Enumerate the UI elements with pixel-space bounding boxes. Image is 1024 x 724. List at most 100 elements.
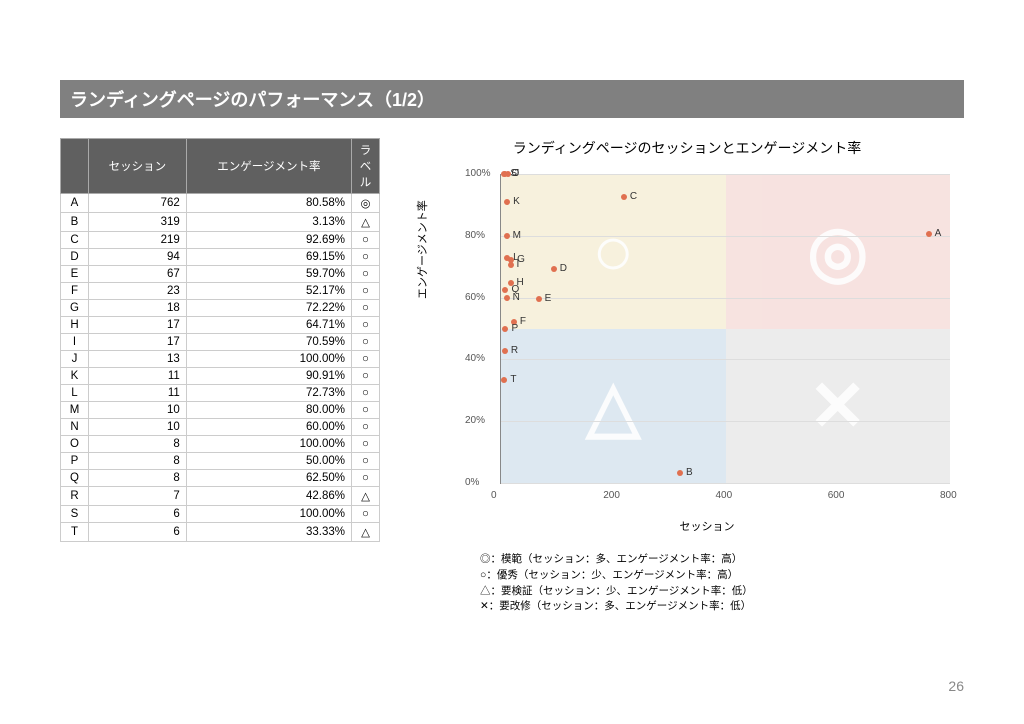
cell-sessions: 8 [89, 470, 187, 487]
cross-icon: ✕ [808, 365, 867, 447]
plot-box: ○ ◎ △ ✕ 0%20%40%60%80%100%0200400600800A… [500, 174, 950, 484]
scatter-point [501, 171, 507, 177]
table-row: O8100.00%○ [61, 436, 380, 453]
row-label: D [61, 249, 89, 266]
data-table: セッション エンゲージメント率 ラベル A76280.58%◎B3193.13%… [60, 138, 380, 542]
page-title: ランディングページのパフォーマンス（1/2） [60, 80, 964, 118]
cell-symbol: ○ [352, 266, 380, 283]
cell-engagement: 3.13% [186, 213, 351, 232]
cell-sessions: 94 [89, 249, 187, 266]
y-tick: 0% [465, 477, 479, 488]
cell-engagement: 60.00% [186, 419, 351, 436]
row-label: P [61, 453, 89, 470]
cell-engagement: 72.22% [186, 300, 351, 317]
y-tick: 100% [465, 168, 491, 179]
cell-symbol: ○ [352, 385, 380, 402]
table-row: J13100.00%○ [61, 351, 380, 368]
scatter-point [504, 199, 510, 205]
row-label: N [61, 419, 89, 436]
plot-area: エンゲージメント率 ○ ◎ △ ✕ 0%20%40%60%80%100%0200… [460, 164, 950, 514]
scatter-point [504, 255, 510, 261]
point-label: P [511, 323, 518, 334]
row-label: J [61, 351, 89, 368]
row-label: I [61, 334, 89, 351]
scatter-point [536, 296, 542, 302]
cell-symbol: ○ [352, 419, 380, 436]
th-label: ラベル [352, 139, 380, 194]
point-label: Q [511, 284, 519, 295]
th-sessions: セッション [89, 139, 187, 194]
table-row: N1060.00%○ [61, 419, 380, 436]
scatter-point [621, 194, 627, 200]
point-label: E [545, 293, 552, 304]
table-row: H1764.71%○ [61, 317, 380, 334]
cell-engagement: 80.00% [186, 402, 351, 419]
row-label: F [61, 283, 89, 300]
th-engagement: エンゲージメント率 [186, 139, 351, 194]
row-label: A [61, 194, 89, 213]
row-label: B [61, 213, 89, 232]
cell-symbol: ○ [352, 402, 380, 419]
legend-line: ○：優秀（セッション：少、エンゲージメント率：高） [480, 568, 964, 584]
cell-sessions: 319 [89, 213, 187, 232]
point-label: A [935, 228, 942, 239]
cell-symbol: ○ [352, 283, 380, 300]
chart-legend: ◎：模範（セッション：多、エンゲージメント率：高）○：優秀（セッション：少、エン… [480, 552, 964, 615]
cell-sessions: 7 [89, 487, 187, 506]
cell-sessions: 13 [89, 351, 187, 368]
quadrant-bottom-left: △ [501, 329, 726, 484]
cell-engagement: 69.15% [186, 249, 351, 266]
y-tick: 60% [465, 292, 485, 303]
scatter-point [677, 470, 683, 476]
point-label: D [560, 263, 567, 274]
table-row: M1080.00%○ [61, 402, 380, 419]
cell-symbol: ○ [352, 506, 380, 523]
table-row: F2352.17%○ [61, 283, 380, 300]
cell-symbol: ○ [352, 232, 380, 249]
table-header-row: セッション エンゲージメント率 ラベル [61, 139, 380, 194]
cell-sessions: 219 [89, 232, 187, 249]
cell-symbol: ○ [352, 249, 380, 266]
cell-sessions: 17 [89, 317, 187, 334]
row-label: R [61, 487, 89, 506]
table-row: L1172.73%○ [61, 385, 380, 402]
cell-sessions: 23 [89, 283, 187, 300]
cell-symbol: ○ [352, 470, 380, 487]
legend-line: △：要検証（セッション：少、エンゲージメント率：低） [480, 584, 964, 600]
cell-engagement: 100.00% [186, 351, 351, 368]
x-tick: 400 [716, 490, 733, 501]
table-row: D9469.15%○ [61, 249, 380, 266]
x-tick: 0 [491, 490, 497, 501]
triangle-icon: △ [586, 365, 640, 447]
cell-symbol: △ [352, 213, 380, 232]
cell-engagement: 64.71% [186, 317, 351, 334]
cell-symbol: ○ [352, 351, 380, 368]
cell-sessions: 17 [89, 334, 187, 351]
table-row: I1770.59%○ [61, 334, 380, 351]
scatter-point [926, 231, 932, 237]
circle-icon: ○ [592, 211, 634, 291]
cell-engagement: 33.33% [186, 523, 351, 542]
y-axis-label: エンゲージメント率 [414, 200, 430, 299]
legend-line: ✕：要改修（セッション：多、エンゲージメント率：低） [480, 599, 964, 615]
point-label: C [630, 191, 637, 202]
row-label: S [61, 506, 89, 523]
table-row: R742.86%△ [61, 487, 380, 506]
quadrant-top-left: ○ [501, 174, 726, 329]
legend-line: ◎：模範（セッション：多、エンゲージメント率：高） [480, 552, 964, 568]
cell-engagement: 42.86% [186, 487, 351, 506]
cell-sessions: 11 [89, 368, 187, 385]
row-label: O [61, 436, 89, 453]
point-label: K [513, 196, 520, 207]
point-label: M [513, 230, 521, 241]
cell-engagement: 90.91% [186, 368, 351, 385]
cell-sessions: 18 [89, 300, 187, 317]
table-row: G1872.22%○ [61, 300, 380, 317]
scatter-point [502, 287, 508, 293]
cell-symbol: ○ [352, 317, 380, 334]
cell-engagement: 100.00% [186, 506, 351, 523]
row-label: C [61, 232, 89, 249]
row-label: H [61, 317, 89, 334]
scatter-point [551, 266, 557, 272]
cell-sessions: 10 [89, 419, 187, 436]
